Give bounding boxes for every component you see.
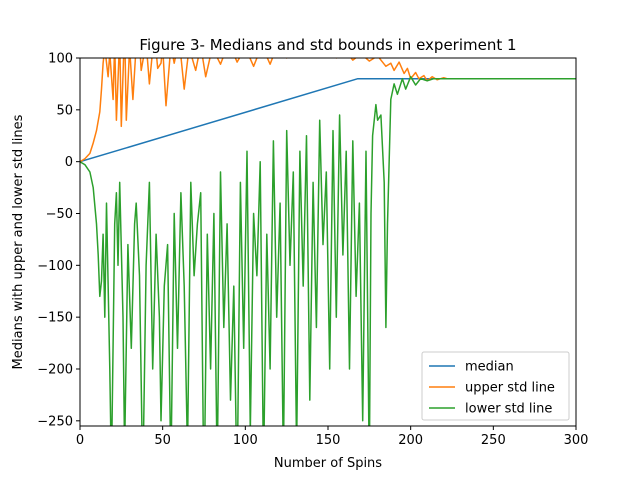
series-line-2 [80,75,576,426]
y-tick-label: −50 [46,207,73,222]
y-tick-label: −100 [37,259,73,274]
x-axis-ticks: 0 50 100 150 200 250 300 [76,426,589,448]
y-tick-label: −250 [37,414,73,429]
y-tick-label: −150 [37,311,73,326]
x-tick-label: 150 [316,433,341,448]
series-layer [80,58,576,426]
chart-title: Figure 3- Medians and std bounds in expe… [139,36,516,54]
legend-label-0: median [465,360,514,375]
y-tick-label: 50 [56,103,73,118]
y-axis-label: Medians with upper and lower std lines [11,114,26,369]
y-tick-label: 100 [48,52,73,67]
x-tick-label: 200 [398,433,423,448]
x-tick-label: 0 [76,433,84,448]
x-tick-label: 250 [481,433,506,448]
legend-label-1: upper std line [465,381,555,396]
x-axis-label: Number of Spins [274,456,382,471]
y-tick-label: −200 [37,362,73,377]
legend-label-2: lower std line [465,402,552,417]
x-tick-label: 100 [233,433,258,448]
series-line-1 [80,58,448,163]
y-axis-ticks: −250 −200 −150 −100 −50 0 50 100 [37,52,80,429]
legend-box [421,351,570,421]
x-tick-label: 300 [564,433,589,448]
x-tick-label: 50 [154,433,171,448]
y-tick-label: 0 [65,155,73,170]
legend: median upper std line lower std line [421,351,570,421]
